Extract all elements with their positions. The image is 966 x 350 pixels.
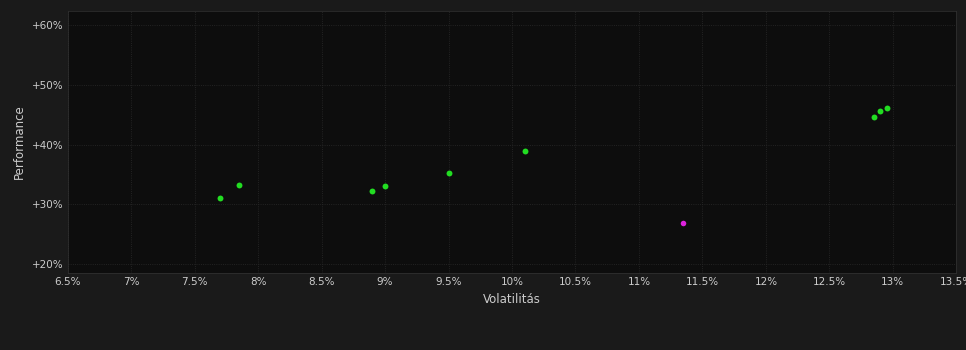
Point — [867, 114, 882, 120]
Point — [231, 182, 246, 188]
Point — [517, 148, 532, 154]
Point — [879, 105, 895, 111]
Y-axis label: Performance: Performance — [14, 104, 26, 179]
Point — [872, 108, 888, 114]
Point — [213, 196, 228, 201]
Point — [440, 170, 456, 176]
Point — [675, 221, 691, 226]
X-axis label: Volatilitás: Volatilitás — [483, 293, 541, 306]
Point — [364, 188, 380, 194]
Point — [378, 184, 393, 189]
